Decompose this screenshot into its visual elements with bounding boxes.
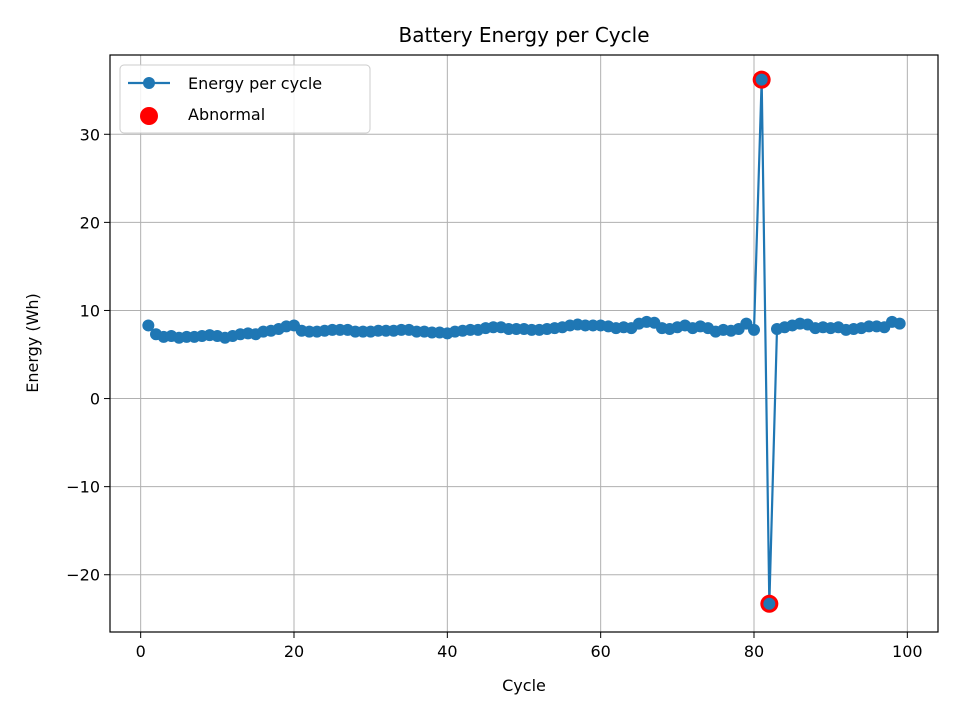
y-tick-label: 0 — [90, 390, 100, 409]
y-tick-label: 20 — [80, 213, 100, 232]
energy-data-point — [755, 73, 768, 86]
legend-marker-swatch — [143, 77, 155, 89]
legend-abnormal-swatch — [140, 107, 158, 125]
y-tick-label: 10 — [80, 301, 100, 320]
energy-data-point — [763, 597, 776, 610]
x-tick-label: 80 — [744, 642, 764, 661]
axis-ticks: 0 20 40 60 80 100 −20 −10 0 10 20 30 — [66, 125, 922, 661]
x-tick-label: 60 — [590, 642, 610, 661]
grid-lines — [110, 55, 938, 632]
energy-data-point — [893, 317, 906, 330]
plot-frame — [109, 54, 939, 633]
y-tick-label: −20 — [66, 566, 100, 585]
x-tick-label: 100 — [892, 642, 923, 661]
y-tick-label: −10 — [66, 478, 100, 497]
energy-data-point — [142, 319, 155, 332]
legend-box — [119, 64, 371, 134]
x-tick-label: 40 — [437, 642, 457, 661]
energy-data-point — [748, 323, 760, 336]
chart-title: Battery Energy per Cycle — [399, 23, 650, 47]
legend: Energy per cycle Abnormal — [119, 64, 371, 134]
x-axis-label: Cycle — [502, 676, 546, 695]
legend-label-abnormal: Abnormal — [188, 105, 265, 124]
plot-series — [142, 70, 906, 613]
y-tick-label: 30 — [80, 125, 100, 144]
y-axis-label: Energy (Wh) — [23, 293, 42, 393]
x-tick-label: 0 — [136, 642, 146, 661]
x-tick-label: 20 — [284, 642, 304, 661]
legend-label-energy: Energy per cycle — [188, 74, 322, 93]
